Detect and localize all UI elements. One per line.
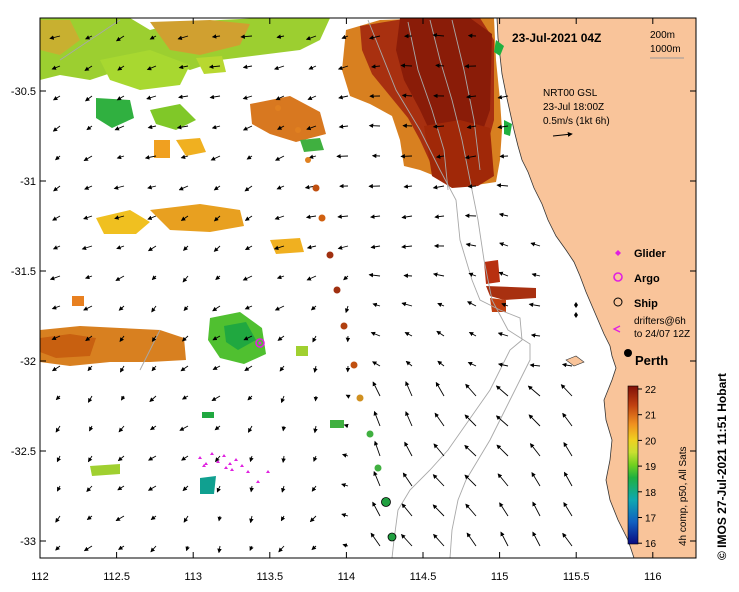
sst-colorbar (628, 386, 638, 544)
colorbar-tick-label: 22 (645, 385, 657, 396)
contour-label-200m: 200m (650, 30, 675, 41)
drifter-legend-line2: to 24/07 12Z (634, 329, 690, 340)
colorbar-tick-label: 17 (645, 514, 657, 525)
lon-tick-label: 112 (31, 571, 49, 583)
argo-legend-label: Argo (634, 273, 660, 285)
lat-tick-label: -31 (20, 176, 36, 188)
ship-marker (382, 498, 391, 507)
argo-track-point (305, 157, 311, 163)
argo-track-point (295, 127, 301, 133)
lat-tick-label: -32 (20, 356, 36, 368)
current-arrow (404, 276, 412, 277)
contour-label-1000m: 1000m (650, 44, 681, 55)
argo-track-point (334, 287, 341, 294)
colorbar-tick-label: 19 (645, 462, 657, 473)
currents-source: NRT00 GSL (543, 88, 598, 99)
lon-tick-label: 113 (184, 571, 202, 583)
lon-tick-label: 112.5 (103, 571, 130, 583)
argo-track-point (327, 252, 334, 259)
currents-scale: 0.5m/s (1kt 6h) (543, 116, 610, 127)
current-arrow (316, 396, 317, 401)
lat-tick-label: -33 (20, 536, 36, 548)
colorbar-tick-label: 18 (645, 488, 657, 499)
argo-track-point (313, 185, 320, 192)
currents-time: 23-Jul 18:00Z (543, 102, 604, 113)
ship-marker (388, 533, 396, 541)
lat-tick-label: -32.5 (11, 446, 36, 458)
argo-track-point (341, 323, 348, 330)
ship-legend-label: Ship (634, 298, 658, 310)
map-title: 23-Jul-2021 04Z (512, 31, 601, 45)
footer-credit: © IMOS 27-Jul-2021 11:51 Hobart (715, 373, 729, 560)
sst-map: 112 112.5 113 113.5 114 114.5 115 115.5 116 -30.… (0, 0, 739, 592)
current-arrow (401, 65, 412, 66)
perth-marker (624, 349, 632, 357)
argo-track-point (319, 215, 326, 222)
argo-track-point (275, 105, 281, 111)
argo-track-point (367, 431, 374, 438)
lon-tick-label: 115.5 (563, 571, 590, 583)
lon-tick-label: 114.5 (410, 571, 437, 583)
lon-tick-label: 115 (491, 571, 509, 583)
argo-track-point (351, 362, 358, 369)
argo-track-point (357, 395, 364, 402)
argo-track-point (375, 465, 382, 472)
colorbar-tick-label: 16 (645, 539, 657, 550)
perth-label: Perth (635, 353, 668, 368)
lon-tick-label: 114 (338, 571, 356, 583)
colorbar-label: 4h comp, p50, All Sats (678, 446, 689, 546)
lat-tick-label: -31.5 (11, 266, 36, 278)
lon-tick-label: 113.5 (256, 571, 283, 583)
glider-legend-label: Glider (634, 248, 667, 260)
colorbar-tick-label: 21 (645, 411, 657, 422)
drifter-legend-line1: drifters@6h (634, 316, 686, 327)
lon-tick-label: 116 (644, 571, 662, 583)
lat-tick-label: -30.5 (11, 86, 36, 98)
colorbar-tick-label: 20 (645, 436, 657, 447)
